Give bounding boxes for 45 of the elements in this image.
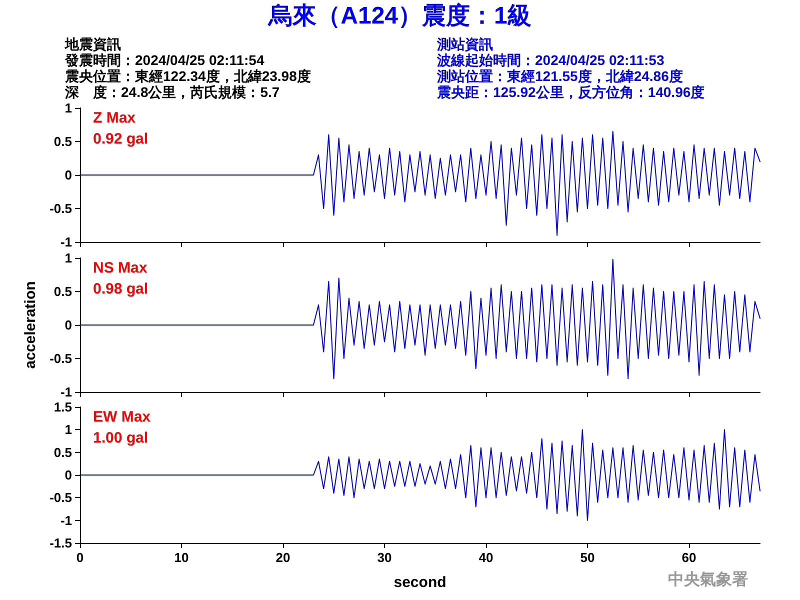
y-tick-label: -1.5 <box>50 536 72 550</box>
y-tick-label: 0 <box>64 318 72 332</box>
annotation: 0.92 gal <box>93 130 148 148</box>
y-tick-label: -1 <box>60 384 72 400</box>
text: 深 度：24.8公里，芮氏規模：5.7 <box>64 84 280 100</box>
line-series <box>80 429 760 521</box>
text: 震央位置：東經122.34度，北緯23.98度 <box>64 68 311 84</box>
y-axis-title: acceleration <box>22 281 39 369</box>
text: 測站位置：東經121.55度，北緯24.86度 <box>436 68 683 84</box>
y-tick-label: 0 <box>64 168 72 182</box>
x-tick-label: 50 <box>580 550 595 565</box>
y-tick-label: 0.5 <box>54 134 72 149</box>
x-tick-label: 60 <box>682 550 696 565</box>
y-tick-label: 0.5 <box>54 284 72 299</box>
y-tick-label: -1 <box>60 512 72 528</box>
annotation: EW Max <box>93 408 152 426</box>
y-tick-label: 0.5 <box>54 444 72 460</box>
annotation: Z Max <box>93 110 136 126</box>
y-tick-label: 1 <box>64 422 72 438</box>
annotation: 0.98 gal <box>93 280 148 298</box>
x-tick-label: 30 <box>377 550 392 565</box>
text: 發震時間：2024/04/25 02:11:54 <box>64 52 264 68</box>
y-tick-label: -1 <box>60 234 72 250</box>
x-tick-label: 10 <box>174 550 189 565</box>
x-tick-label: 20 <box>276 550 290 565</box>
y-tick-label: 1 <box>64 250 72 266</box>
chart-title: 烏來（A124）震度：1級 <box>268 2 532 30</box>
y-tick-label: -0.5 <box>50 201 72 216</box>
annotation: NS Max <box>93 260 148 276</box>
y-tick-label: 1.5 <box>54 400 72 414</box>
text: 波線起始時間：2024/04/25 02:11:53 <box>436 52 664 68</box>
x-tick-label: 40 <box>478 550 494 565</box>
annotation: 1.00 gal <box>93 430 148 446</box>
x-tick-label: 0 <box>76 550 84 565</box>
text: 中央氣象署 <box>668 570 748 588</box>
y-tick-label: 0 <box>64 468 72 482</box>
y-tick-label: 1 <box>64 100 72 116</box>
line-series <box>80 258 760 380</box>
y-tick-label: -0.5 <box>50 351 72 366</box>
text: 震央距：125.92公里，反方位角：140.96度 <box>436 84 705 100</box>
line-series <box>80 130 760 236</box>
text: 地震資訊 <box>64 36 121 52</box>
y-tick-label: -0.5 <box>50 490 72 506</box>
text: 測站資訊 <box>436 36 493 52</box>
x-axis-title: second <box>394 574 446 591</box>
